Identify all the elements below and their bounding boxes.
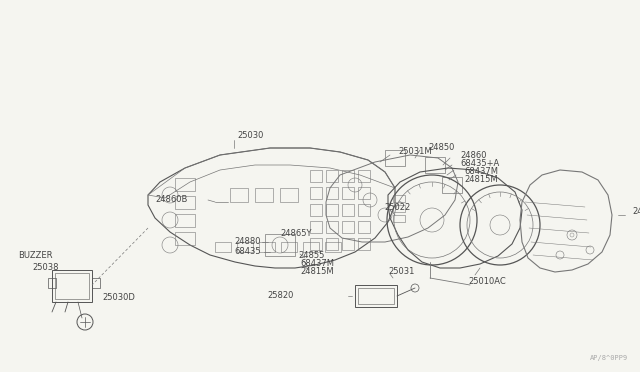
Bar <box>215 242 231 252</box>
Bar <box>342 170 354 182</box>
Bar <box>326 221 338 233</box>
Bar <box>281 242 297 252</box>
Bar <box>425 157 445 173</box>
Bar <box>175 196 195 209</box>
Text: 24815M: 24815M <box>464 174 498 183</box>
Text: 24813: 24813 <box>632 208 640 217</box>
Bar <box>358 238 370 250</box>
Text: 25030: 25030 <box>237 131 264 140</box>
Text: 25022: 25022 <box>384 203 410 212</box>
Text: 25031M: 25031M <box>398 148 431 157</box>
Bar <box>342 221 354 233</box>
Bar <box>52 270 92 302</box>
Bar <box>326 170 338 182</box>
Bar <box>342 204 354 216</box>
Text: 25031: 25031 <box>388 267 414 276</box>
Bar <box>310 187 322 199</box>
Text: 24860: 24860 <box>460 151 486 160</box>
Bar <box>355 285 397 307</box>
Bar <box>342 187 354 199</box>
Bar <box>55 273 89 299</box>
Bar <box>280 188 298 202</box>
Bar <box>393 205 405 212</box>
Bar <box>358 204 370 216</box>
Text: 24850: 24850 <box>428 142 454 151</box>
Bar <box>310 238 322 250</box>
Text: 24815M: 24815M <box>300 266 333 276</box>
Bar <box>358 288 394 304</box>
Bar <box>92 278 100 288</box>
Bar <box>385 150 405 166</box>
Bar <box>259 242 275 252</box>
Bar <box>175 178 195 191</box>
Bar <box>175 214 195 227</box>
Bar <box>358 187 370 199</box>
Bar <box>265 234 295 256</box>
Bar <box>358 170 370 182</box>
Text: 68435+A: 68435+A <box>460 158 499 167</box>
Text: 68435: 68435 <box>234 247 260 256</box>
Text: 25030D: 25030D <box>102 294 135 302</box>
Bar <box>442 177 462 193</box>
Text: 24855: 24855 <box>298 250 324 260</box>
Text: AP/8^0PP9: AP/8^0PP9 <box>590 355 628 361</box>
Bar <box>342 238 354 250</box>
Bar <box>358 221 370 233</box>
Bar <box>325 242 341 252</box>
Text: 25010AC: 25010AC <box>468 278 506 286</box>
Text: BUZZER: BUZZER <box>18 250 52 260</box>
Bar <box>310 170 322 182</box>
Bar <box>175 232 195 245</box>
Bar <box>237 242 253 252</box>
Bar <box>48 278 56 288</box>
Bar <box>326 238 338 250</box>
Text: 68437M: 68437M <box>464 167 498 176</box>
Text: 68437M: 68437M <box>300 259 334 267</box>
Text: 24860B: 24860B <box>155 196 188 205</box>
Bar <box>310 204 322 216</box>
Text: 25820: 25820 <box>267 291 293 299</box>
Bar <box>393 195 405 202</box>
Bar <box>303 242 319 252</box>
Bar <box>393 215 405 222</box>
Bar <box>326 204 338 216</box>
Text: 24880: 24880 <box>234 237 260 246</box>
Text: 25038: 25038 <box>32 263 58 273</box>
Bar <box>310 221 322 233</box>
Bar <box>255 188 273 202</box>
Text: 24865Y: 24865Y <box>280 228 312 237</box>
Bar <box>230 188 248 202</box>
Bar <box>326 187 338 199</box>
